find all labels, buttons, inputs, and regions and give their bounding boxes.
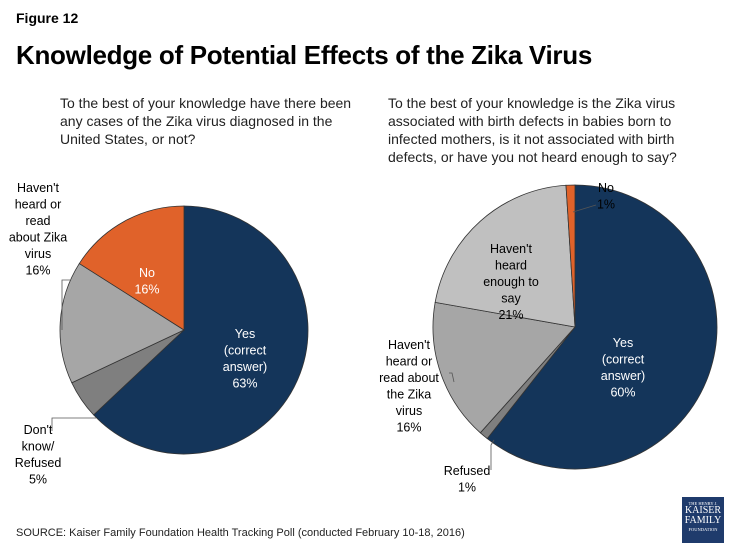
slice-label: Refused 1% — [444, 464, 491, 495]
leader-line — [490, 439, 495, 470]
leader-line — [572, 204, 597, 213]
slice-label: Haven't heard enough to say 21% — [483, 242, 539, 322]
leader-line — [449, 372, 455, 383]
right-question: To the best of your knowledge is the Zik… — [388, 95, 677, 165]
pie-slice-0-0 — [93, 205, 309, 455]
pie-slice-1-2 — [432, 301, 576, 434]
pie-slice-1-0 — [486, 184, 718, 470]
leader-line — [51, 417, 96, 431]
slice-label: No 1% — [597, 181, 615, 212]
slice-label: Yes (correct answer) 60% — [601, 336, 645, 400]
slice-label: Haven't heard or read about Zika virus 16% — [9, 181, 67, 278]
leader-line — [61, 279, 70, 330]
kff-logo: THE HENRY J. KAISER FAMILY FOUNDATION — [682, 497, 724, 543]
slice-label: Yes (correct answer) 63% — [223, 327, 267, 391]
pie-slice-1-4 — [565, 184, 576, 328]
slice-label: Don't know/Refused 5% — [15, 423, 62, 487]
figure-label: Figure 12 — [16, 10, 79, 26]
page-title: Knowledge of Potential Effects of the Zi… — [16, 40, 592, 70]
pie-slice-1-3 — [434, 184, 576, 328]
pie-slice-0-2 — [59, 263, 185, 384]
left-question: To the best of your knowledge have there… — [60, 95, 352, 147]
slice-label: Haven't heard or read about the Zika virus 16… — [379, 338, 439, 435]
pie-slice-0-3 — [78, 205, 185, 331]
slice-label: No 16% — [134, 266, 159, 297]
source-note: SOURCE: Kaiser Family Foundation Health … — [16, 527, 465, 539]
